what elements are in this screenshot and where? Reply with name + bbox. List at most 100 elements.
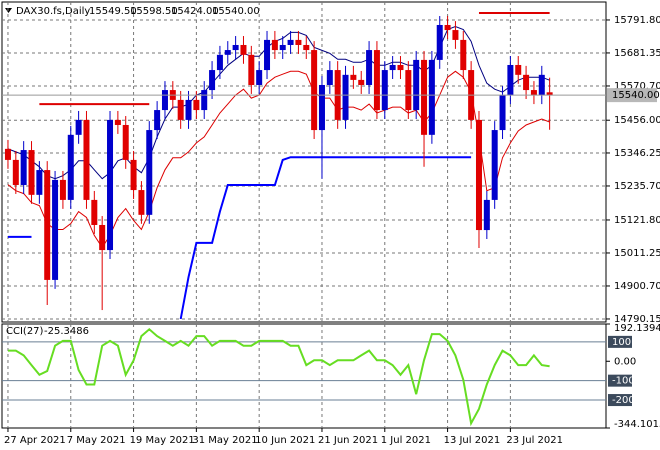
candle-body	[499, 95, 506, 131]
y-tick-label: 15681.35	[614, 48, 660, 59]
candle-body	[311, 50, 318, 131]
x-tick-label: 21 Jun 2021	[318, 435, 378, 446]
candle-body	[107, 119, 114, 251]
x-tick-label: 7 May 2021	[67, 435, 126, 446]
candle-body	[538, 74, 545, 96]
candle-body	[350, 74, 357, 80]
candle-body	[475, 119, 482, 231]
candle-body	[460, 39, 467, 71]
y-tick-label: 15121.80	[614, 215, 660, 226]
candle-body	[515, 64, 522, 75]
y-tick-label: 192.1394	[614, 323, 660, 334]
candle-body	[209, 70, 216, 91]
candle-body	[59, 179, 66, 200]
cci-line	[8, 327, 550, 427]
candle-body	[264, 39, 271, 71]
chart-title: DAX30.fs,Daily	[16, 6, 90, 17]
y-tick-label: 14790.15	[614, 314, 660, 325]
candle-body	[381, 70, 388, 111]
x-tick-label: 31 May 2021	[192, 435, 257, 446]
x-tick-label: 10 Jun 2021	[255, 435, 315, 446]
candle-body	[216, 54, 223, 71]
candle-body	[530, 90, 537, 96]
candle-body	[452, 30, 459, 40]
candle-body	[20, 150, 27, 185]
y-tick-label: -344.1015	[614, 419, 660, 430]
candle-body	[271, 39, 278, 51]
header-high: 15598.50	[130, 6, 178, 17]
x-tick-label: 23 Jul 2021	[506, 435, 563, 446]
header-open: 15549.50	[89, 6, 137, 17]
header-close: 15540.00	[212, 6, 260, 17]
candle-body	[114, 119, 121, 125]
candle-body	[193, 99, 200, 111]
candle-body	[428, 59, 435, 135]
candle-body	[444, 24, 451, 31]
candle-body	[303, 44, 310, 51]
x-tick-label: 19 May 2021	[130, 435, 195, 446]
candle-body	[4, 148, 11, 160]
candle-body	[138, 190, 145, 215]
level-box	[608, 335, 632, 348]
candle-body	[36, 170, 43, 195]
candle-body	[161, 90, 168, 111]
candle-body	[256, 70, 263, 85]
candle-body	[366, 50, 373, 85]
indicator-title: CCI(27)	[6, 326, 44, 337]
candle-body	[295, 39, 302, 45]
candle-body	[373, 50, 380, 111]
y-tick-label: 15235.70	[614, 181, 660, 192]
candle-body	[122, 124, 129, 160]
candle-body	[358, 79, 365, 85]
x-tick-label: 13 Jul 2021	[444, 435, 501, 446]
candle-body	[232, 44, 239, 51]
indicator-line	[7, 70, 550, 249]
candle-body	[240, 44, 247, 55]
candle-body	[224, 50, 231, 55]
candle-body	[507, 64, 514, 96]
level-box	[608, 394, 632, 407]
candle-body	[546, 92, 553, 96]
candle-body	[287, 39, 294, 45]
candle-body	[248, 54, 255, 85]
candle-body	[342, 74, 349, 120]
candle-body	[154, 110, 161, 131]
last-price-label: 15540.00	[612, 90, 660, 101]
candle-body	[12, 159, 19, 185]
level-label: -100	[612, 376, 635, 387]
indicator-line	[7, 25, 550, 180]
candle-body	[436, 24, 443, 60]
candle-body	[405, 70, 412, 111]
candle-body	[75, 119, 82, 135]
candle-body	[326, 70, 333, 85]
indicator-value: -25.3486	[44, 326, 89, 337]
y-tick-label: 14900.70	[614, 281, 660, 292]
candle-body	[185, 99, 192, 120]
last-price-box	[607, 88, 657, 103]
y-tick-label: 15346.25	[614, 148, 660, 159]
x-tick-label: 1 Jul 2021	[381, 435, 431, 446]
candle-body	[421, 59, 428, 135]
candle-body	[201, 90, 208, 111]
candle-body	[318, 84, 325, 131]
panel-frame	[1, 1, 607, 323]
candle-body	[177, 99, 184, 120]
candle-body	[397, 64, 404, 71]
y-tick-label: 15456.00	[614, 115, 660, 126]
y-tick-label: 15791.80	[614, 15, 660, 26]
candle-body	[28, 150, 35, 195]
level-box	[608, 374, 632, 387]
candle-body	[491, 130, 498, 200]
candle-body	[483, 199, 490, 231]
candle-body	[389, 64, 396, 71]
candle-body	[91, 199, 98, 225]
indicator-line	[8, 156, 472, 320]
y-tick-label: 0.00	[614, 356, 636, 367]
panel-frame	[1, 323, 607, 429]
candle-body	[523, 74, 530, 91]
candle-body	[146, 130, 153, 215]
y-tick-label: 15570.70	[614, 81, 660, 92]
candle-body	[279, 44, 286, 51]
candle-body	[52, 179, 59, 280]
